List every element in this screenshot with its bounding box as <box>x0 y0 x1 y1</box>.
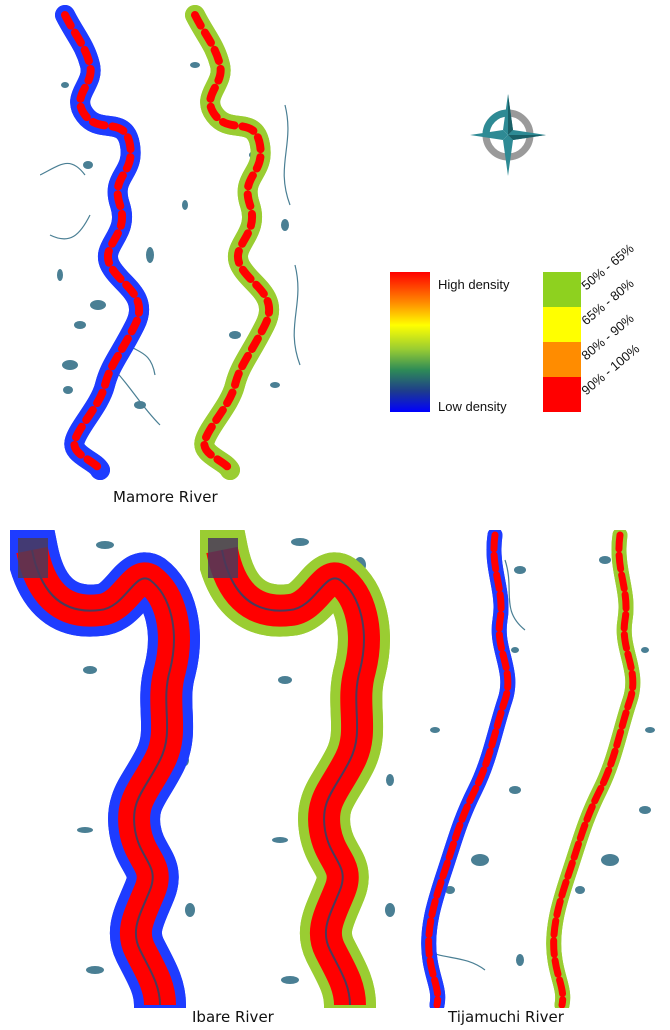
swatch-80-90 <box>543 342 581 377</box>
mamore-map-classes <box>182 5 301 480</box>
water-bodies <box>430 566 526 966</box>
swatch-65-80 <box>543 307 581 342</box>
legend-low-density: Low density <box>438 399 507 414</box>
density-gradient-bar <box>390 272 430 412</box>
tijamuchi-map-kde <box>405 530 526 1008</box>
mamore-map-kde <box>40 5 161 480</box>
swatch-90-100 <box>543 377 581 412</box>
water-bodies <box>182 62 289 388</box>
ibare-map-kde <box>10 530 205 1008</box>
caption-ibare: Ibare River <box>192 1008 274 1026</box>
caption-mamore: Mamore River <box>113 488 218 506</box>
water-bodies <box>57 82 154 409</box>
legend-high-density: High density <box>438 277 510 292</box>
water-bodies <box>575 556 655 894</box>
compass-rose-icon <box>470 94 546 176</box>
class-swatches <box>543 272 581 412</box>
caption-tijamuchi: Tijamuchi River <box>448 1008 564 1026</box>
swatch-50-65 <box>543 272 581 307</box>
ibare-map-classes <box>200 530 395 1008</box>
tijamuchi-map-classes <box>530 530 655 1008</box>
